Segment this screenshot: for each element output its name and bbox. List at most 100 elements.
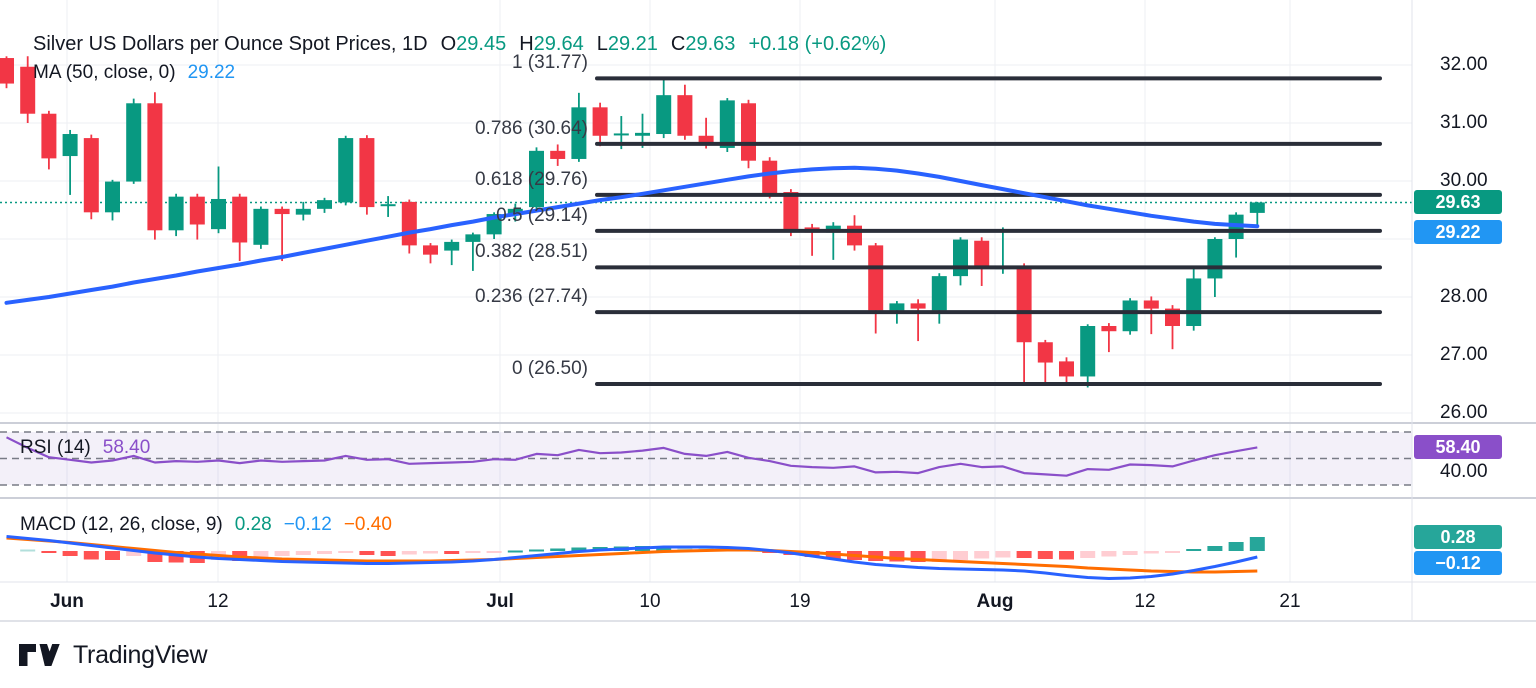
ma-legend: MA (50, close, 0) 29.22 xyxy=(33,62,235,84)
macd-badge: −0.12 xyxy=(1414,551,1502,575)
candle-body xyxy=(317,200,332,209)
candle-body xyxy=(444,241,460,251)
candle-body xyxy=(953,239,968,277)
candle-body xyxy=(783,192,799,231)
tradingview-logo-icon[interactable] xyxy=(18,642,64,668)
rsi-legend: RSI (14) 58.40 xyxy=(20,437,150,459)
candle-body xyxy=(253,208,269,245)
fib-level-label: 0.382 (28.51) xyxy=(474,241,588,263)
time-tick-label: Jun xyxy=(50,591,84,612)
macd-histogram-bar xyxy=(910,551,926,562)
candle-body xyxy=(910,303,926,309)
macd-histogram-bar xyxy=(338,551,354,553)
price-tick-label: 27.00 xyxy=(1440,344,1488,365)
macd-histogram-bar xyxy=(1101,551,1117,557)
ohlc-readout: O29.45 H29.64 L29.21 C29.63 +0.18 (+0.62… xyxy=(440,32,887,55)
time-tick-label: 19 xyxy=(789,591,811,612)
macd-histogram-bar xyxy=(83,551,99,560)
candle-body xyxy=(62,134,78,157)
chart-legend: Silver US Dollars per Ounce Spot Prices,… xyxy=(33,33,886,55)
macd-histogram-bar xyxy=(571,547,587,551)
macd-histogram-bar xyxy=(1080,551,1096,558)
candle-body xyxy=(338,138,354,203)
macd-histogram-bar xyxy=(126,551,142,556)
candle-body xyxy=(889,303,905,311)
open-value: 29.45 xyxy=(456,32,507,55)
macd-badge: 0.28 xyxy=(1414,525,1502,549)
macd-histogram-bar xyxy=(931,551,947,562)
fib-level-label: 0.786 (30.64) xyxy=(474,117,588,139)
candle-body xyxy=(1059,361,1074,377)
candle-body xyxy=(507,208,523,215)
candle-body xyxy=(20,66,36,114)
fib-level-label: 0.236 (27.74) xyxy=(474,286,588,308)
rsi-legend-value: 58.40 xyxy=(102,437,151,458)
candle-body xyxy=(868,245,884,311)
macd-histogram-bar xyxy=(423,551,438,554)
candle-body xyxy=(1122,300,1138,332)
symbol-title: Silver US Dollars per Ounce Spot Prices,… xyxy=(33,32,428,55)
close-value: 29.63 xyxy=(685,32,736,55)
macd-histogram-bar xyxy=(168,551,184,563)
macd-histogram-bar xyxy=(105,551,120,560)
candle-body xyxy=(1207,239,1223,279)
candle-body xyxy=(613,133,629,136)
candle-body xyxy=(762,160,778,194)
macd-histogram-bar xyxy=(974,551,990,559)
macd-histogram-bar xyxy=(677,547,693,551)
candle-body xyxy=(465,234,481,242)
candle-body xyxy=(211,198,226,230)
macd-histogram-bar xyxy=(253,551,269,558)
candle-body xyxy=(168,196,184,231)
chart-plot-area[interactable] xyxy=(0,0,1536,622)
candle-body xyxy=(974,240,990,268)
candle-body xyxy=(847,225,862,246)
macd-histogram-bar xyxy=(444,551,460,554)
macd-histogram-bar xyxy=(380,551,396,556)
high-value: 29.64 xyxy=(533,32,584,55)
candle-body xyxy=(1143,300,1159,309)
candle-body xyxy=(719,100,735,148)
macd-line-value: −0.12 xyxy=(283,514,332,535)
candle-body xyxy=(677,95,693,136)
time-tick-label: Aug xyxy=(976,591,1014,612)
time-tick-label: 12 xyxy=(1134,591,1156,612)
ma50-line xyxy=(4,165,1260,305)
macd-histogram-bar xyxy=(995,551,1011,558)
macd-histogram-bar xyxy=(317,551,332,554)
price-badge: 29.63 xyxy=(1414,190,1502,215)
macd-histogram-bar xyxy=(465,551,481,553)
time-tick-label: 21 xyxy=(1279,591,1301,612)
rsi-legend-label: RSI (14) xyxy=(20,437,91,458)
macd-legend: MACD (12, 26, close, 9) 0.28 −0.12 −0.40 xyxy=(20,514,392,536)
price-tick-label: 31.00 xyxy=(1440,112,1488,133)
candle-body xyxy=(741,103,756,161)
macd-histogram-bar xyxy=(1143,551,1159,554)
macd-histogram-bar xyxy=(486,551,502,553)
candle-body xyxy=(359,138,375,208)
macd-histogram-bar xyxy=(889,551,905,562)
macd-histogram-bar xyxy=(41,551,57,553)
rsi-badge: 58.40 xyxy=(1414,435,1502,460)
macd-signal-value: −0.40 xyxy=(343,514,392,535)
fib-level-label: 0 (26.50) xyxy=(511,358,588,379)
price-tick-label: 28.00 xyxy=(1440,286,1488,307)
macd-histogram-bar xyxy=(1165,551,1180,553)
macd-histogram-bar xyxy=(1059,551,1074,560)
macd-histogram-bar xyxy=(147,551,163,562)
candle-body xyxy=(0,58,14,84)
price-tick-label: 30.00 xyxy=(1440,170,1488,191)
fib-level-label: 1 (31.77) xyxy=(511,52,588,74)
time-tick-label: 10 xyxy=(639,591,661,612)
ma-legend-value: 29.22 xyxy=(187,62,236,83)
candle-body xyxy=(1016,266,1032,343)
candle-body xyxy=(274,208,290,215)
macd-histogram-bar xyxy=(62,551,78,556)
candle-body xyxy=(1080,326,1096,377)
candle-body xyxy=(656,95,672,135)
candle-body xyxy=(126,103,142,182)
brand-name[interactable]: TradingView xyxy=(73,640,208,669)
macd-histogram-bar xyxy=(1037,551,1053,559)
candle-body xyxy=(105,181,120,213)
candle-body xyxy=(1249,202,1265,213)
